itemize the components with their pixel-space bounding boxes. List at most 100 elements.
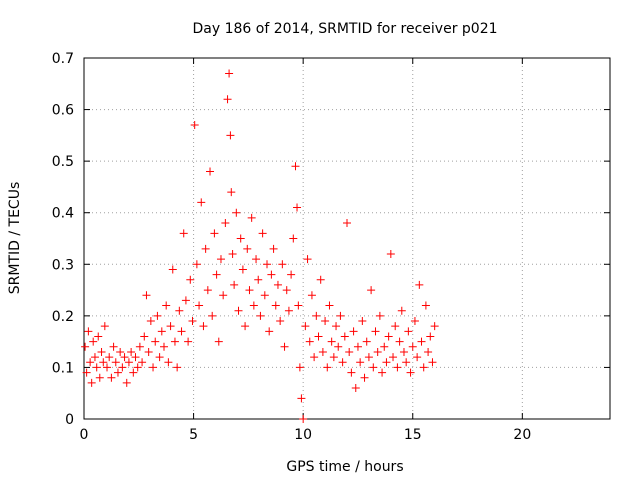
data-point bbox=[397, 306, 406, 315]
data-point bbox=[321, 317, 330, 326]
data-point bbox=[249, 301, 258, 310]
y-tick-label: 0.3 bbox=[52, 257, 74, 273]
data-point bbox=[227, 188, 236, 197]
data-point bbox=[95, 373, 104, 382]
data-point bbox=[190, 121, 199, 130]
data-point bbox=[203, 286, 212, 295]
data-point bbox=[162, 301, 171, 310]
data-point bbox=[144, 347, 153, 356]
data-point bbox=[327, 337, 336, 346]
data-point bbox=[430, 322, 439, 331]
data-point bbox=[113, 368, 122, 377]
data-point bbox=[263, 260, 272, 269]
data-point bbox=[133, 363, 142, 372]
data-point bbox=[232, 208, 241, 217]
data-point bbox=[294, 301, 303, 310]
data-point bbox=[399, 347, 408, 356]
data-point bbox=[378, 368, 387, 377]
data-point bbox=[254, 275, 263, 284]
data-point bbox=[208, 311, 217, 320]
data-point bbox=[295, 363, 304, 372]
y-tick-label: 0.2 bbox=[52, 309, 74, 325]
data-point bbox=[216, 255, 225, 264]
data-point bbox=[247, 213, 256, 222]
data-point bbox=[276, 317, 285, 326]
data-point bbox=[428, 358, 437, 367]
data-point bbox=[338, 358, 347, 367]
data-point bbox=[210, 229, 219, 238]
data-point bbox=[284, 306, 293, 315]
data-point bbox=[131, 353, 140, 362]
data-point bbox=[153, 311, 162, 320]
data-point bbox=[426, 332, 435, 341]
data-point bbox=[234, 306, 243, 315]
data-point bbox=[369, 363, 378, 372]
data-point bbox=[391, 322, 400, 331]
data-point bbox=[81, 342, 90, 351]
data-point bbox=[380, 342, 389, 351]
data-point bbox=[90, 353, 99, 362]
y-tick-label: 0.6 bbox=[52, 103, 74, 119]
data-point bbox=[226, 131, 235, 140]
data-point bbox=[293, 203, 302, 212]
data-point bbox=[212, 270, 221, 279]
data-point bbox=[94, 332, 103, 341]
data-point bbox=[146, 317, 155, 326]
data-point bbox=[404, 327, 413, 336]
data-point bbox=[86, 358, 95, 367]
data-point bbox=[287, 270, 296, 279]
data-point bbox=[353, 342, 362, 351]
y-tick-label: 0 bbox=[65, 412, 74, 428]
data-point bbox=[273, 280, 282, 289]
data-point bbox=[170, 337, 179, 346]
data-point bbox=[360, 373, 369, 382]
data-point bbox=[299, 415, 308, 423]
data-point bbox=[395, 337, 404, 346]
data-point bbox=[384, 332, 393, 341]
y-tick-label: 0.7 bbox=[52, 51, 74, 67]
data-point bbox=[345, 347, 354, 356]
data-point bbox=[214, 337, 223, 346]
y-tick-label: 0.1 bbox=[52, 360, 74, 376]
data-point bbox=[312, 311, 321, 320]
y-tick-label: 0.4 bbox=[52, 206, 74, 222]
data-point bbox=[159, 342, 168, 351]
data-point bbox=[195, 301, 204, 310]
data-point bbox=[252, 255, 261, 264]
x-tick-labels: 0 5 10 15 20 bbox=[80, 427, 532, 443]
data-point bbox=[122, 378, 131, 387]
data-point bbox=[343, 219, 351, 228]
y-tick-label: 0.5 bbox=[52, 154, 74, 170]
data-point bbox=[100, 322, 109, 331]
data-point bbox=[84, 327, 93, 336]
data-point bbox=[221, 219, 230, 228]
data-point bbox=[258, 229, 267, 238]
data-point bbox=[314, 332, 323, 341]
data-point bbox=[424, 347, 433, 356]
data-point bbox=[225, 69, 234, 78]
data-point bbox=[282, 286, 291, 295]
y-axis-label: SRMTID / TECUs bbox=[7, 182, 23, 295]
x-tick-label: 0 bbox=[80, 427, 89, 443]
y-tick-labels: 0 0.1 0.2 0.3 0.4 0.5 0.6 0.7 bbox=[52, 51, 74, 428]
data-point bbox=[347, 368, 356, 377]
data-point bbox=[241, 322, 250, 331]
data-point bbox=[149, 363, 158, 372]
data-point bbox=[138, 358, 147, 367]
data-point bbox=[367, 286, 376, 295]
data-point bbox=[303, 255, 312, 264]
data-point bbox=[336, 311, 345, 320]
data-point bbox=[184, 337, 193, 346]
data-point bbox=[92, 363, 101, 372]
data-point bbox=[135, 342, 144, 351]
data-point bbox=[260, 291, 269, 300]
data-point bbox=[89, 337, 98, 346]
data-point bbox=[155, 353, 164, 362]
data-point bbox=[307, 291, 316, 300]
data-point bbox=[329, 353, 338, 362]
data-point bbox=[181, 296, 190, 305]
data-point bbox=[256, 311, 265, 320]
data-point bbox=[157, 327, 166, 336]
data-point bbox=[103, 363, 112, 372]
